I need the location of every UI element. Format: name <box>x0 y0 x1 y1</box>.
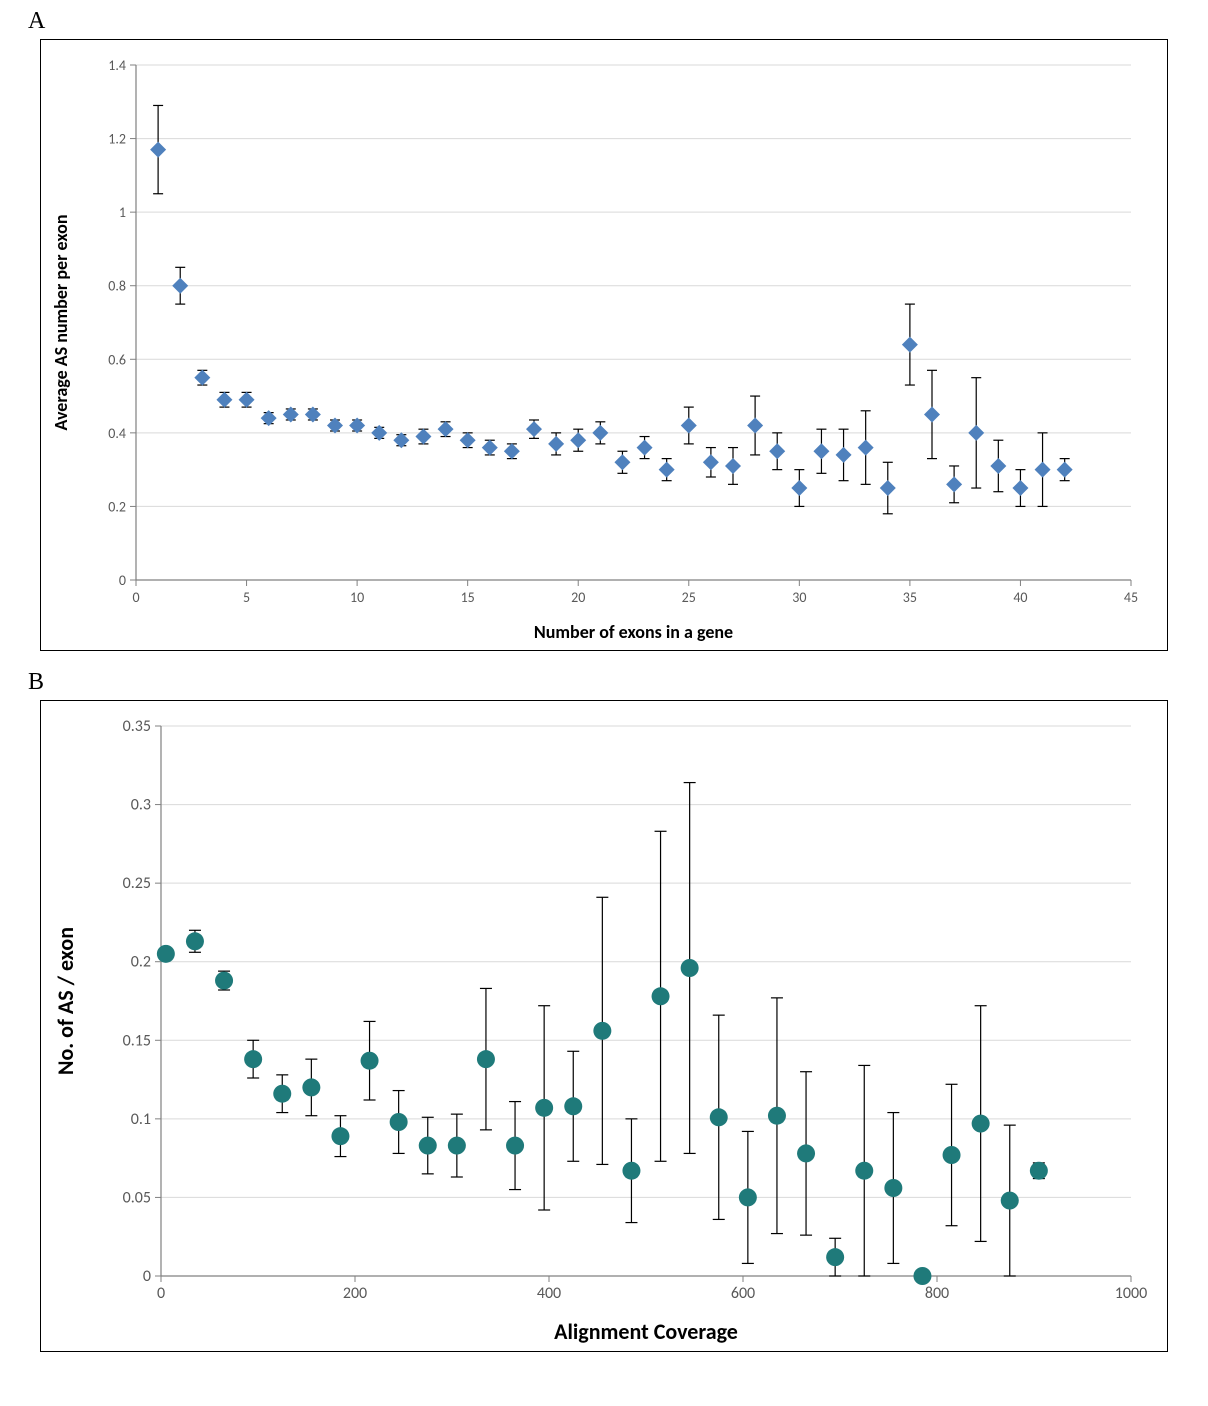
svg-text:No. of AS / exon: No. of AS / exon <box>52 927 79 1075</box>
svg-text:5: 5 <box>243 589 250 606</box>
svg-text:45: 45 <box>1124 589 1138 606</box>
svg-text:0: 0 <box>157 1284 165 1303</box>
svg-text:0: 0 <box>143 1267 151 1286</box>
svg-text:15: 15 <box>461 589 475 606</box>
svg-text:1.4: 1.4 <box>108 57 126 74</box>
svg-text:20: 20 <box>571 589 585 606</box>
svg-text:0.15: 0.15 <box>123 1031 151 1050</box>
svg-text:400: 400 <box>537 1284 561 1303</box>
svg-text:0: 0 <box>132 589 139 606</box>
chart-b-container: 0 0.05 0.1 0.15 0.2 0.25 0.3 0.35 0 200 400 600 800 1… <box>40 700 1168 1352</box>
svg-text:0.1: 0.1 <box>131 1110 151 1129</box>
chart-a: 0 0.2 0.4 0.6 0.8 1 1.2 1.4 0 5 10 15 20 25 30 35 40 45 Nu… <box>41 40 1161 650</box>
svg-text:0.3: 0.3 <box>131 796 151 815</box>
svg-text:0: 0 <box>119 572 126 589</box>
svg-text:30: 30 <box>792 589 806 606</box>
svg-text:Alignment Coverage: Alignment Coverage <box>554 1318 738 1345</box>
svg-text:600: 600 <box>731 1284 755 1303</box>
panel-b-label: B <box>0 661 1208 696</box>
svg-text:40: 40 <box>1013 589 1027 606</box>
svg-text:1000: 1000 <box>1115 1284 1147 1303</box>
svg-text:0.2: 0.2 <box>131 953 151 972</box>
svg-text:1.2: 1.2 <box>108 131 126 148</box>
chart-b: 0 0.05 0.1 0.15 0.2 0.25 0.3 0.35 0 200 400 600 800 1… <box>41 701 1161 1351</box>
svg-text:200: 200 <box>343 1284 367 1303</box>
svg-text:0.8: 0.8 <box>108 278 126 295</box>
svg-text:35: 35 <box>903 589 917 606</box>
svg-text:0.35: 0.35 <box>123 717 151 736</box>
svg-text:0.2: 0.2 <box>108 498 126 515</box>
svg-text:10: 10 <box>350 589 364 606</box>
panel-a-label: A <box>0 0 1208 35</box>
svg-text:0.4: 0.4 <box>108 425 126 442</box>
svg-text:Number of exons in a gene: Number of exons in a gene <box>534 621 733 643</box>
svg-text:25: 25 <box>682 589 696 606</box>
svg-text:800: 800 <box>925 1284 949 1303</box>
svg-text:0.6: 0.6 <box>108 351 126 368</box>
chart-a-container: 0 0.2 0.4 0.6 0.8 1 1.2 1.4 0 5 10 15 20 25 30 35 40 45 Nu… <box>40 39 1168 651</box>
svg-text:1: 1 <box>119 204 126 221</box>
svg-text:0.25: 0.25 <box>123 874 151 893</box>
svg-text:0.05: 0.05 <box>123 1188 151 1207</box>
svg-text:Average AS number per exon: Average AS number per exon <box>50 214 72 430</box>
